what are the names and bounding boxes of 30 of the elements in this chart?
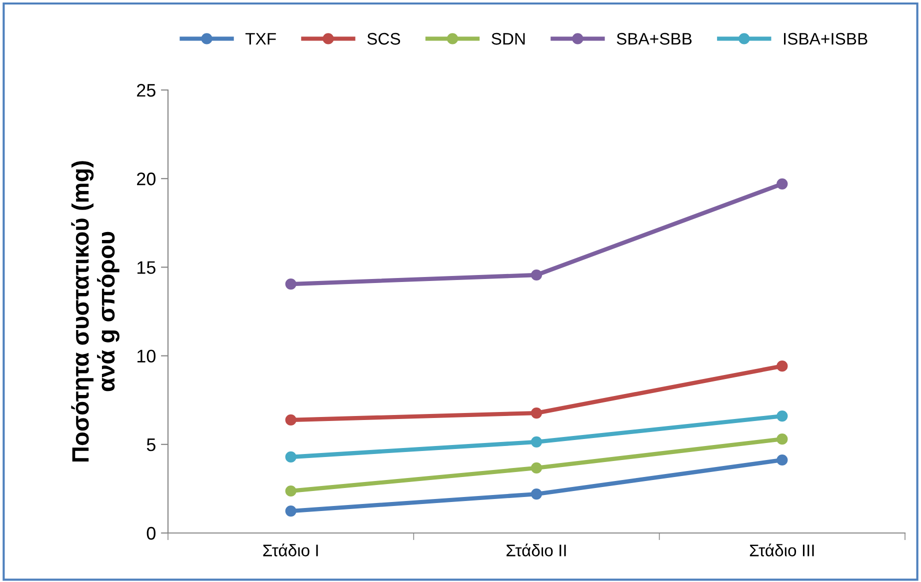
point	[285, 278, 296, 290]
y-tick-label: 5	[146, 438, 156, 452]
point	[530, 462, 542, 474]
point	[285, 505, 296, 517]
point	[530, 269, 542, 281]
legend-label: SCS	[367, 32, 400, 45]
x-tick-label: Στάδιο I	[263, 544, 318, 556]
y-tick-label: 20	[137, 172, 156, 186]
point	[776, 410, 788, 422]
y-axis-title: Ποσότητα συστατικού (mg) ανά g σπόρου	[71, 161, 120, 462]
point	[776, 178, 788, 190]
point	[530, 407, 542, 419]
legend-label: SBA+SBB	[616, 32, 692, 45]
x-tick-label: Στάδιο III	[750, 544, 814, 556]
legend-label: SDN	[492, 32, 525, 45]
y-tick-label: 25	[137, 84, 156, 97]
y-tick-label: 0	[146, 526, 156, 540]
point	[530, 436, 542, 448]
legend-label: TXF	[245, 33, 276, 45]
y-tick-label: 10	[137, 350, 156, 363]
x-tick-label: Στάδιο II	[506, 544, 566, 556]
point	[776, 360, 788, 372]
point	[530, 488, 542, 500]
point	[776, 434, 788, 445]
point	[285, 485, 296, 497]
y-tick-label: 15	[137, 261, 156, 274]
point	[776, 454, 788, 466]
point	[285, 414, 296, 426]
point	[285, 451, 296, 463]
legend-label: ISBA+ISBB	[784, 32, 868, 45]
